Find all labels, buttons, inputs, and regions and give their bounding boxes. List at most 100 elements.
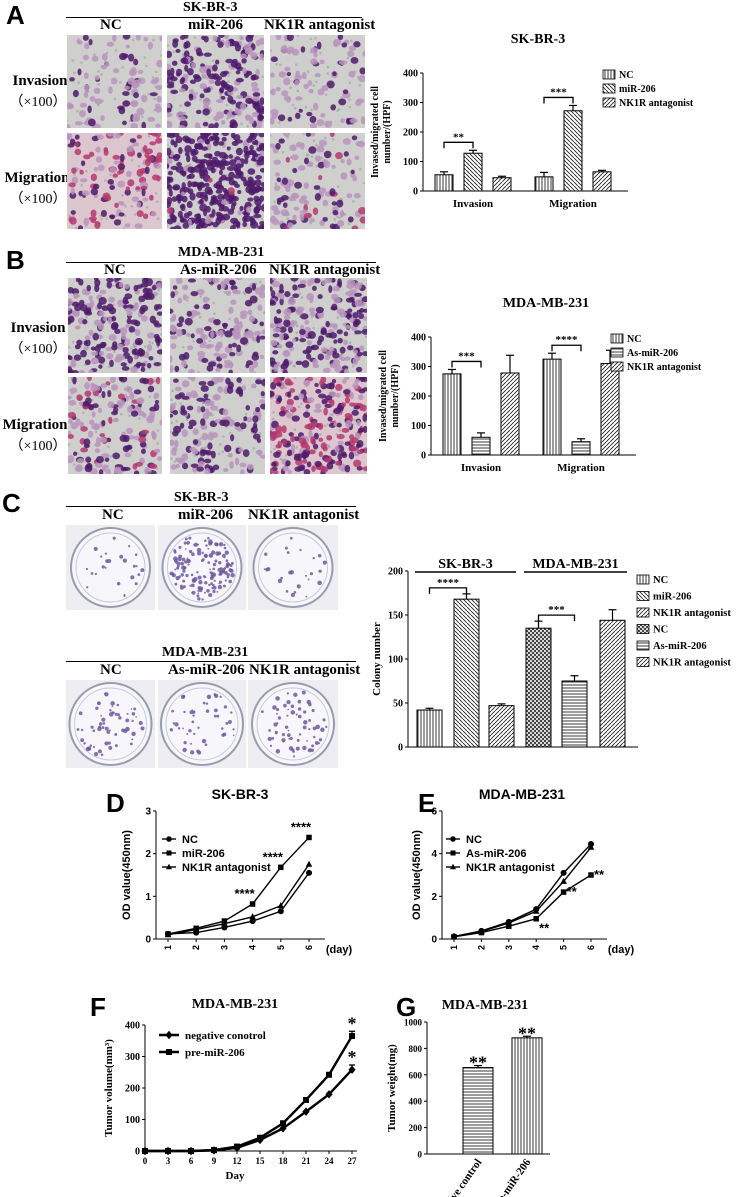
micrograph-a-nk1r-migration	[270, 133, 365, 229]
bar	[500, 372, 520, 456]
panel-b-title: MDA-MB-231	[178, 245, 265, 260]
x-tick-label: Migration	[549, 198, 597, 210]
bar	[471, 436, 491, 456]
panel-b-col-label: NK1R antagonist	[269, 262, 381, 278]
x-tick-label: pre-miR-206	[489, 1156, 533, 1197]
panel-c-bottom-rule	[66, 661, 356, 662]
bar	[463, 152, 483, 192]
significance-label: **	[539, 921, 550, 936]
legend-label: pre-miR-206	[185, 1047, 245, 1059]
significance-label: *	[348, 1047, 357, 1067]
bar	[492, 177, 512, 192]
micrograph-b-nk1r-migration	[270, 377, 367, 474]
panel-b-row-label: Migration	[2, 417, 68, 433]
panel-a-col-label: miR-206	[188, 17, 243, 33]
legend-swatch	[610, 361, 624, 372]
legend-label: miR-206	[653, 592, 692, 603]
y-axis-label: OD value(450nm)	[411, 830, 423, 920]
significance-bracket	[451, 360, 482, 368]
x-tick-label: negative control	[431, 1157, 484, 1197]
significance-label: ****	[437, 577, 460, 589]
chart-d: SK-BR-3 0 1 2 3 1 2 3 4 5 6 (day) OD value(450nm) NC m…	[121, 786, 353, 956]
legend-label: NK1R antagonist	[653, 608, 731, 619]
significance-label: ***	[548, 604, 565, 616]
panel-a-row-mag: （×100）	[9, 192, 67, 207]
bar	[561, 680, 588, 748]
panel-c-bottom-title: MDA-MB-231	[162, 645, 249, 660]
significance-label: **	[453, 131, 465, 143]
y-tick-label: 1	[145, 892, 151, 903]
significance-label: ****	[291, 819, 312, 834]
panel-c-top-col: NC	[102, 507, 124, 523]
y-tick-label: 1000	[404, 1018, 423, 1028]
y-tick-label: 300	[403, 98, 418, 109]
panel-b-row-mag: （×100）	[9, 342, 67, 357]
data-point	[450, 836, 456, 842]
x-axis-label: (day)	[326, 944, 353, 956]
x-tick-label: 6	[586, 945, 596, 950]
y-tick-label: 6	[431, 807, 437, 818]
bar	[600, 363, 620, 456]
group-label: SK-BR-3	[438, 557, 492, 572]
bar	[416, 709, 443, 748]
y-tick-label: 0	[413, 187, 418, 198]
legend-swatch	[636, 657, 650, 667]
data-point	[302, 1107, 310, 1116]
y-tick-label: 100	[388, 655, 403, 666]
data-point	[142, 1148, 148, 1154]
significance-label: **	[594, 867, 605, 882]
y-tick-label: 0	[421, 451, 426, 462]
significance-label: ****	[263, 849, 284, 864]
panel-b-title-rule	[66, 262, 376, 263]
y-tick-label: 0	[418, 1150, 423, 1160]
bar	[571, 441, 591, 456]
y-tick-label: 300	[411, 362, 426, 373]
panel-a-row-label: Invasion	[12, 73, 68, 89]
data-point	[305, 869, 313, 876]
y-tick-label: 100	[125, 1115, 140, 1126]
significance-label: ****	[234, 886, 255, 901]
significance-bracket	[443, 141, 474, 149]
x-tick-label: 2	[191, 945, 201, 950]
y-tick-label: 400	[125, 1021, 140, 1032]
data-point	[166, 836, 172, 842]
micrograph-b-asmir206-migration	[170, 377, 265, 474]
y-tick-label: 200	[409, 1123, 423, 1133]
panel-c-top-col: miR-206	[178, 507, 233, 523]
data-point	[188, 1148, 194, 1154]
data-point	[166, 863, 172, 870]
chart-title: MDA-MB-231	[479, 786, 566, 802]
x-tick-label: 21	[302, 1156, 312, 1166]
legend-label: miR-206	[619, 84, 656, 95]
data-point	[164, 931, 172, 938]
panel-b-col-label: NC	[104, 262, 126, 278]
y-tick-label: 400	[411, 333, 426, 344]
data-point	[478, 927, 485, 935]
x-tick-label: 0	[143, 1156, 148, 1166]
chart-c: 0 50 100 150 200 Colony number SK-BR-3 MDA-MB-2…	[371, 557, 731, 754]
dish-c-mda-nk1r	[248, 680, 338, 768]
y-tick-label: 4	[431, 849, 437, 860]
y-tick-label: 3	[145, 807, 151, 818]
data-point	[349, 1033, 355, 1040]
significance-label: **	[469, 1053, 487, 1073]
x-tick-label: 12	[233, 1156, 243, 1166]
y-axis-label: Invased/migrated cell	[370, 86, 381, 178]
chart-title: MDA-MB-231	[503, 296, 589, 311]
series-line	[167, 872, 310, 935]
chart-title: SK-BR-3	[511, 32, 565, 47]
legend-label: As-miR-206	[653, 641, 707, 652]
data-point	[249, 901, 256, 907]
legend-label: As-miR-206	[627, 348, 678, 359]
x-tick-label: 4	[248, 945, 258, 950]
y-tick-label: 200	[125, 1084, 140, 1095]
legend-label: NC	[627, 334, 641, 345]
data-point	[277, 902, 285, 909]
micrograph-a-mir206-invasion	[167, 35, 264, 128]
x-tick-label: 27	[348, 1156, 358, 1166]
x-tick-label: Invasion	[461, 462, 501, 474]
chart-f: MDA-MB-231 0 100 200 300 400 0 3 6 9 12 15 18 21 24 27 D…	[103, 997, 358, 1182]
data-point	[587, 843, 595, 850]
series-line	[453, 874, 592, 938]
x-tick-label: 9	[212, 1156, 217, 1166]
